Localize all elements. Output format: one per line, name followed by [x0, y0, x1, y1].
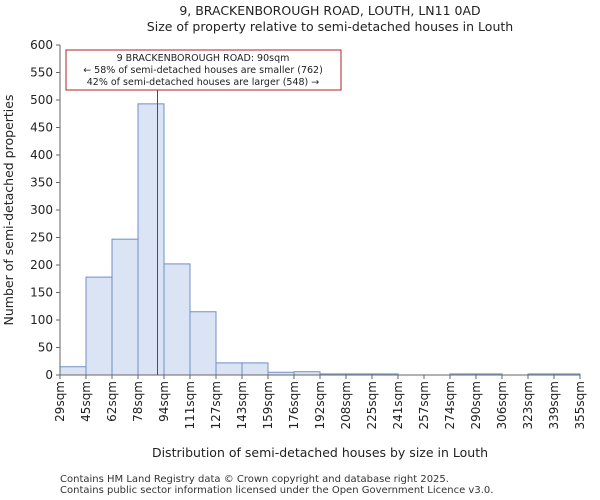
footer-copyright: Contains HM Land Registry data © Crown c… — [60, 474, 449, 485]
y-axis-label: Number of semi-detached properties — [1, 95, 16, 326]
x-tick-label: 62sqm — [105, 381, 119, 422]
annotation-line-3: 42% of semi-detached houses are larger (… — [87, 77, 320, 88]
x-tick-label: 290sqm — [469, 381, 483, 429]
x-tick-label: 143sqm — [235, 381, 249, 429]
x-tick-label: 339sqm — [547, 381, 561, 429]
bar-78sqm — [137, 103, 165, 376]
bars-group — [59, 103, 581, 376]
annotation-line-1: 9 BRACKENBOROUGH ROAD: 90sqm — [117, 53, 290, 64]
y-tick-label: 150 — [30, 286, 53, 300]
y-tick-label: 350 — [30, 176, 53, 190]
bar-127sqm — [215, 362, 243, 376]
bar-94sqm — [163, 263, 191, 376]
x-tick-label: 111sqm — [183, 381, 197, 429]
x-tick-label: 306sqm — [495, 381, 509, 429]
chart-title: 9, BRACKENBOROUGH ROAD, LOUTH, LN11 0AD — [179, 3, 480, 18]
annotation-box: 9 BRACKENBOROUGH ROAD: 90sqm ← 58% of se… — [65, 49, 342, 91]
x-tick-label: 45sqm — [79, 381, 93, 422]
y-tick-label: 0 — [45, 368, 53, 382]
x-tick-label: 78sqm — [131, 381, 145, 422]
chart-subtitle: Size of property relative to semi-detach… — [147, 19, 513, 34]
x-tick-label: 127sqm — [209, 381, 223, 429]
y-tick-label: 550 — [30, 66, 53, 80]
y-tick-label: 300 — [30, 203, 53, 217]
bar-111sqm — [189, 311, 217, 376]
annotation-line-2: ← 58% of semi-detached houses are smalle… — [83, 65, 323, 76]
y-tick-label: 200 — [30, 258, 53, 272]
y-tick-label: 500 — [30, 93, 53, 107]
x-tick-label: 176sqm — [287, 381, 301, 429]
x-tick-label: 94sqm — [157, 381, 171, 422]
x-tick-label: 159sqm — [261, 381, 275, 429]
bar-45sqm — [85, 276, 113, 376]
footer-licence: Contains public sector information licen… — [60, 485, 494, 496]
y-tick-label: 100 — [30, 313, 53, 327]
x-axis-label: Distribution of semi-detached houses by … — [152, 445, 488, 460]
x-tick-label: 225sqm — [365, 381, 379, 429]
y-axis: 0 50 100 150 200 250 300 350 400 450 500 550 600 — [30, 38, 61, 382]
y-tick-label: 450 — [30, 121, 53, 135]
y-tick-label: 400 — [30, 148, 53, 162]
y-tick-label: 50 — [38, 341, 53, 355]
x-tick-label: 241sqm — [391, 381, 405, 429]
x-tick-label: 355sqm — [573, 381, 587, 429]
x-tick-label: 29sqm — [53, 381, 67, 422]
x-axis: 29sqm 45sqm 62sqm 78sqm 94sqm 111sqm 127sqm 143… — [53, 374, 587, 429]
y-tick-label: 600 — [30, 38, 53, 52]
x-tick-label: 257sqm — [417, 381, 431, 429]
y-tick-label: 250 — [30, 231, 53, 245]
x-tick-label: 192sqm — [313, 381, 327, 429]
bar-62sqm — [111, 238, 139, 376]
x-tick-label: 208sqm — [339, 381, 353, 429]
x-tick-label: 323sqm — [521, 381, 535, 429]
bar-29sqm — [59, 366, 87, 376]
bar-143sqm — [241, 362, 269, 376]
x-tick-label: 274sqm — [443, 381, 457, 429]
